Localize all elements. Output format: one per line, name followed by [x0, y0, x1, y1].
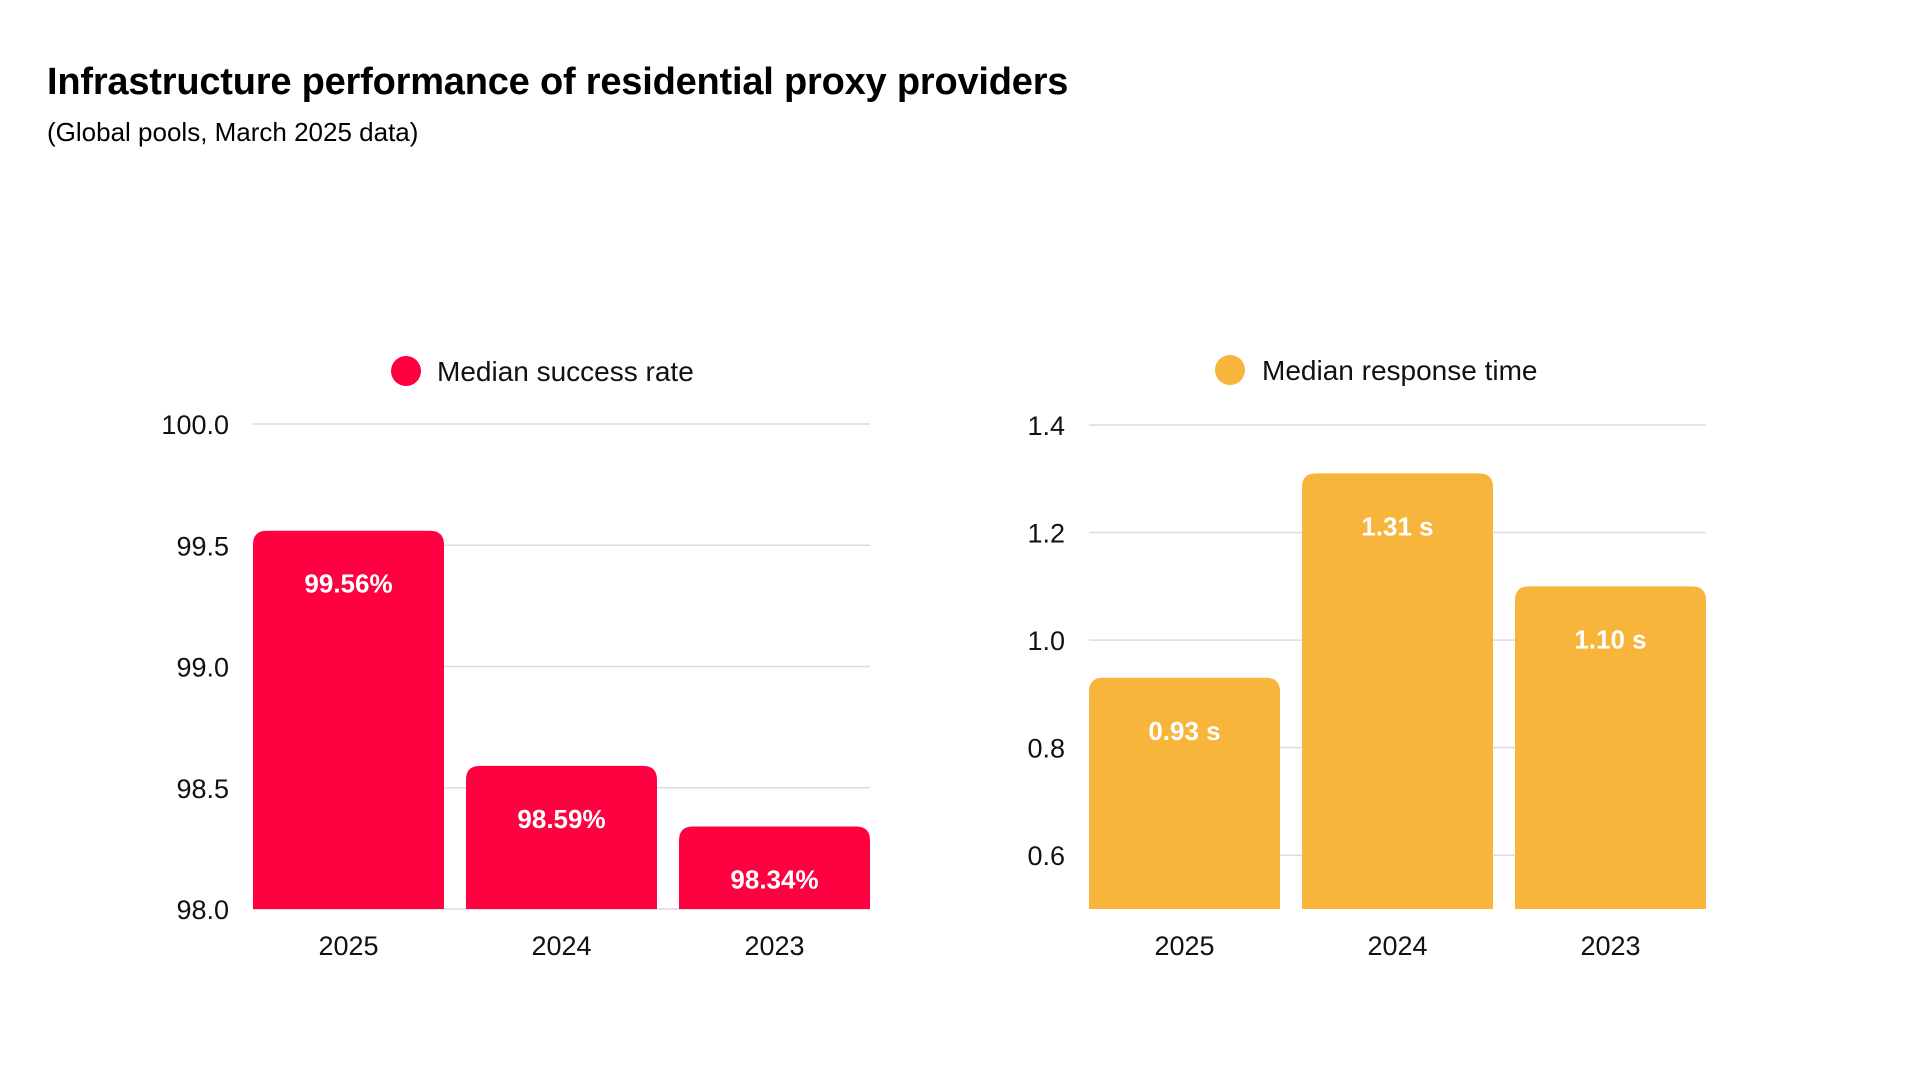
bar-2023	[679, 826, 870, 909]
x-axis-labels: 2025 2024 2023	[1154, 931, 1640, 961]
bar-value-label: 1.31 s	[1361, 511, 1433, 541]
y-tick-label: 1.2	[1027, 519, 1065, 549]
legend: Median response time	[1215, 355, 1537, 386]
y-tick-label: 0.6	[1027, 841, 1065, 871]
legend: Median success rate	[391, 356, 694, 387]
bar-value-label: 0.93 s	[1148, 716, 1220, 746]
bar-2025	[253, 530, 444, 909]
bars: 0.93 s 1.31 s 1.10 s	[1089, 473, 1706, 909]
x-tick-label: 2024	[531, 931, 591, 961]
legend-marker-success-rate	[391, 356, 421, 386]
y-tick-label: 0.8	[1027, 734, 1065, 764]
bar-2025	[1089, 677, 1280, 909]
x-tick-label: 2025	[318, 931, 378, 961]
bar-2024	[1302, 473, 1493, 909]
y-tick-label: 100.0	[161, 410, 229, 440]
x-tick-label: 2023	[1580, 931, 1640, 961]
x-tick-label: 2024	[1367, 931, 1427, 961]
bar-value-label: 99.56%	[304, 569, 392, 599]
x-axis-labels: 2025 2024 2023	[318, 931, 804, 961]
gridlines	[1089, 424, 1706, 856]
y-tick-label: 98.0	[176, 895, 229, 925]
legend-marker-response-time	[1215, 355, 1245, 385]
legend-label-success-rate: Median success rate	[437, 356, 694, 387]
chart-subtitle: (Global pools, March 2025 data)	[47, 117, 419, 147]
y-tick-label: 99.5	[176, 531, 229, 561]
bar-2023	[1515, 586, 1706, 909]
x-tick-label: 2023	[744, 931, 804, 961]
bar-value-label: 1.10 s	[1574, 624, 1646, 654]
success-rate-chart: Median success rate 98.0 98.5 99.0 99.5 100.…	[161, 356, 870, 961]
y-tick-label: 99.0	[176, 653, 229, 683]
y-axis-ticks: 0.6 0.8 1.0 1.2 1.4	[1027, 411, 1065, 871]
chart-title: Infrastructure performance of residentia…	[47, 61, 1069, 103]
y-tick-label: 98.5	[176, 774, 229, 804]
y-axis-ticks: 98.0 98.5 99.0 99.5 100.0	[161, 410, 229, 925]
y-tick-label: 1.0	[1027, 626, 1065, 656]
x-tick-label: 2025	[1154, 931, 1214, 961]
bar-value-label: 98.34%	[730, 865, 818, 895]
bar-2024	[466, 765, 657, 909]
bars: 99.56% 98.59% 98.34%	[253, 530, 870, 909]
bar-value-label: 98.59%	[517, 804, 605, 834]
y-tick-label: 1.4	[1027, 411, 1065, 441]
legend-label-response-time: Median response time	[1262, 355, 1537, 386]
